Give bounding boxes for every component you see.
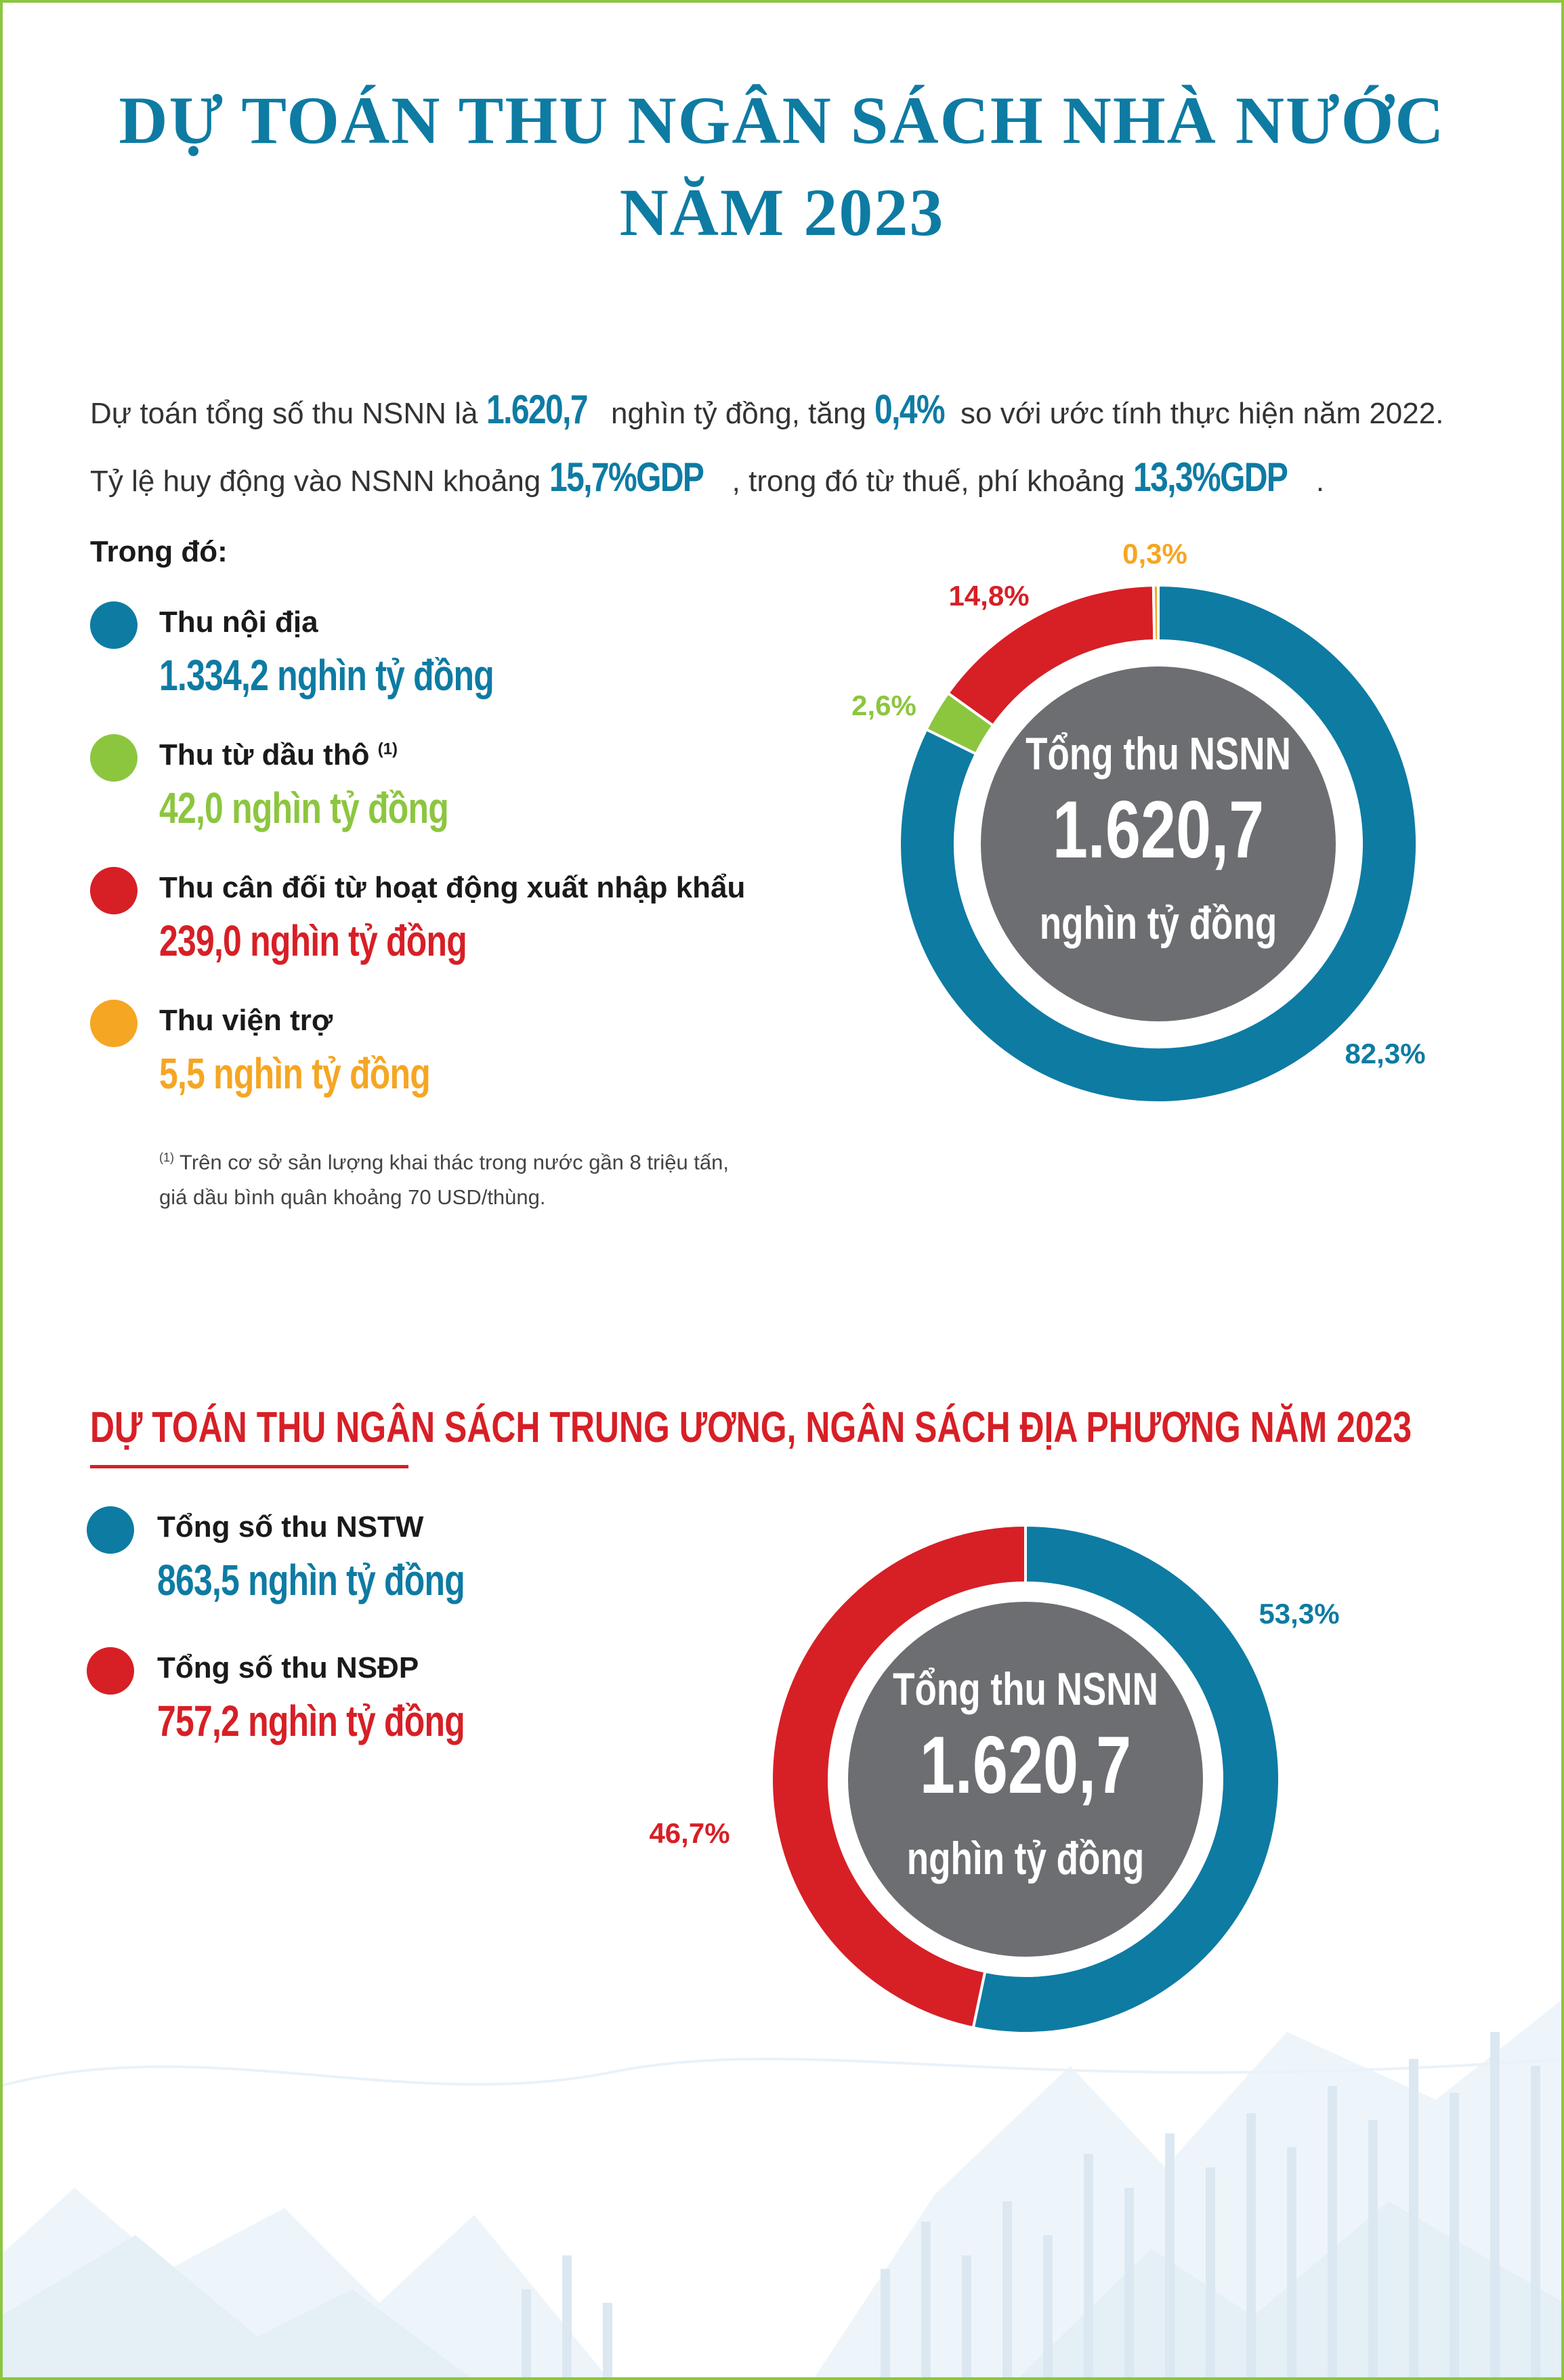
donut-slice <box>1151 583 1160 643</box>
legend-dot <box>87 1506 134 1554</box>
intro-line-2: Tỷ lệ huy động vào NSNN khoảng 15,7%GDP,… <box>90 454 1324 501</box>
legend-label: Thu viện trợ <box>159 1004 333 1037</box>
legend-dot <box>90 867 138 914</box>
intro-line-1: Dự toán tổng số thu NSNN là 1.620,7 nghì… <box>90 386 1443 433</box>
legend-value: 1.334,2 nghìn tỷ đồng <box>159 651 494 700</box>
legend-value: 42,0 nghìn tỷ đồng <box>159 784 449 832</box>
center-text: nghìn tỷ đồng <box>907 1833 1144 1884</box>
breakdown-heading: Trong đó: <box>90 535 228 568</box>
legend-value: 5,5 nghìn tỷ đồng <box>159 1049 431 1098</box>
legend-value: 239,0 nghìn tỷ đồng <box>159 916 467 965</box>
donut-center <box>848 1602 1203 1957</box>
mobilization-ratio-value: 15,7%GDP <box>549 454 704 500</box>
legend-label: Tổng số thu NSTW <box>157 1510 424 1544</box>
footnote-ref: (1) <box>159 1151 174 1164</box>
footnote-ref: (1) <box>377 740 398 759</box>
title-line-1: DỰ TOÁN THU NGÂN SÁCH NHÀ NƯỚC <box>119 83 1445 158</box>
footnote-text: Trên cơ sở sản lượng khai thác trong nướ… <box>174 1150 730 1174</box>
donut-slice <box>770 1523 1027 2030</box>
intro-text: Dự toán tổng số thu NSNN là <box>90 397 486 430</box>
page-title: DỰ TOÁN THU NGÂN SÁCH NHÀ NƯỚC NĂM 2023 <box>0 75 1564 259</box>
slice-label: 53,3% <box>1259 1598 1339 1630</box>
slice-label: 82,3% <box>1345 1038 1425 1069</box>
section2-underline <box>90 1465 408 1468</box>
section2-heading: DỰ TOÁN THU NGÂN SÁCH TRUNG ƯƠNG, NGÂN S… <box>90 1403 1412 1451</box>
slice-label: 14,8% <box>948 580 1029 612</box>
intro-text: nghìn tỷ đồng, tăng <box>602 397 875 430</box>
legend-label: Tổng số thu NSĐP <box>157 1651 419 1684</box>
footnote: (1) Trên cơ sở sản lượng khai thác trong… <box>159 1140 729 1215</box>
title-line-2: NĂM 2023 <box>619 175 945 250</box>
legend-dot <box>90 601 138 649</box>
legend-label: Thu cân đối từ hoạt động xuất nhập khẩu <box>159 871 746 904</box>
center-text: Tổng thu NSNN <box>893 1663 1158 1715</box>
center-text: Tổng thu NSNN <box>1026 728 1291 780</box>
footnote-line-2: giá dầu bình quân khoảng 70 USD/thùng. <box>159 1185 546 1210</box>
legend-dot <box>90 734 138 782</box>
slice-label: 46,7% <box>649 1817 730 1849</box>
center-text: nghìn tỷ đồng <box>1040 897 1277 949</box>
legend-dot <box>87 1647 134 1695</box>
center-text: 1.620,7 <box>1053 784 1264 875</box>
growth-value: 0,4% <box>874 387 946 432</box>
legend-dot <box>90 1000 138 1047</box>
intro-text: so với ước tính thực hiện năm 2022. <box>952 397 1444 430</box>
donut-center <box>981 666 1336 1021</box>
footnote-line-1: (1) Trên cơ sở sản lượng khai thác trong… <box>159 1140 729 1180</box>
intro-text: Tỷ lệ huy động vào NSNN khoảng <box>90 465 549 498</box>
tax-ratio-value: 13,3%GDP <box>1133 454 1288 500</box>
legend-label-text: Thu từ dầu thô <box>159 738 370 771</box>
intro-text: . <box>1315 465 1325 498</box>
donut-slice <box>971 1523 1281 2035</box>
intro-text: , trong đó từ thuế, phí khoảng <box>732 465 1133 498</box>
legend-value: 757,2 nghìn tỷ đồng <box>157 1697 465 1745</box>
center-text: 1.620,7 <box>920 1720 1131 1810</box>
slice-label: 0,3% <box>1122 538 1187 570</box>
legend-label: Thu nội địa <box>159 605 318 639</box>
total-revenue-value: 1.620,7 <box>486 387 589 432</box>
legend-label: Thu từ dầu thô (1) <box>159 738 398 772</box>
legend-value: 863,5 nghìn tỷ đồng <box>157 1556 465 1605</box>
slice-label: 2,6% <box>851 689 916 721</box>
donut-slice <box>898 583 1418 1104</box>
